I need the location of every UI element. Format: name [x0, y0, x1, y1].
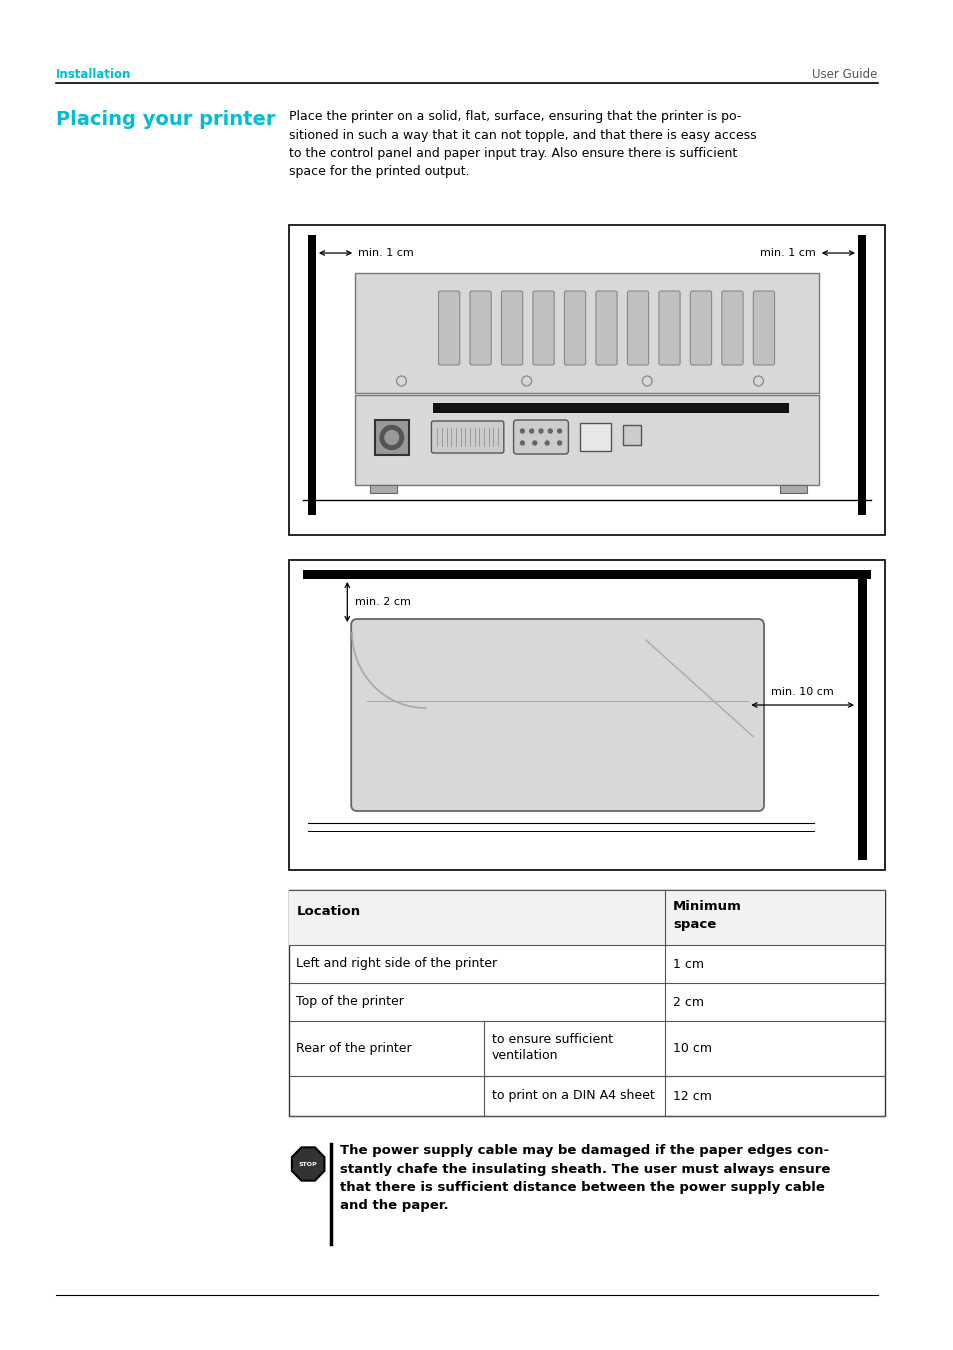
- Text: The power supply cable may be damaged if the paper edges con-
stantly chafe the : The power supply cable may be damaged if…: [340, 1143, 830, 1212]
- FancyBboxPatch shape: [690, 292, 711, 365]
- FancyBboxPatch shape: [351, 620, 763, 811]
- Bar: [857, 570, 866, 860]
- FancyBboxPatch shape: [431, 421, 503, 454]
- FancyBboxPatch shape: [513, 420, 568, 454]
- Text: 12 cm: 12 cm: [673, 1089, 711, 1103]
- Text: Place the printer on a solid, flat, surface, ensuring that the printer is po-
si: Place the printer on a solid, flat, surf…: [289, 109, 756, 178]
- Bar: [289, 890, 884, 1116]
- Bar: [355, 396, 818, 485]
- Text: Minimum: Minimum: [673, 900, 741, 913]
- Text: 10 cm: 10 cm: [673, 1042, 711, 1054]
- Circle shape: [520, 429, 524, 433]
- Text: space: space: [673, 918, 716, 932]
- Text: to print on a DIN A4 sheet: to print on a DIN A4 sheet: [492, 1089, 654, 1103]
- Bar: [289, 225, 884, 535]
- Circle shape: [529, 429, 533, 433]
- Text: Left and right side of the printer: Left and right side of the printer: [296, 957, 497, 971]
- Text: min. 10 cm: min. 10 cm: [770, 687, 833, 697]
- Bar: [289, 890, 884, 945]
- Text: User Guide: User Guide: [811, 68, 877, 81]
- Bar: [370, 485, 396, 493]
- Bar: [579, 423, 611, 451]
- Text: Location: Location: [296, 904, 360, 918]
- Text: to ensure sufficient: to ensure sufficient: [492, 1033, 613, 1046]
- Bar: [857, 235, 865, 514]
- Bar: [622, 425, 640, 446]
- Text: 1 cm: 1 cm: [673, 957, 703, 971]
- Bar: [355, 273, 818, 393]
- Text: min. 1 cm: min. 1 cm: [357, 248, 414, 258]
- FancyBboxPatch shape: [753, 292, 774, 365]
- Bar: [289, 560, 884, 869]
- FancyBboxPatch shape: [627, 292, 648, 365]
- Bar: [433, 404, 789, 413]
- Text: STOP: STOP: [298, 1161, 317, 1166]
- Text: Top of the printer: Top of the printer: [296, 995, 404, 1008]
- FancyBboxPatch shape: [470, 292, 491, 365]
- Bar: [308, 235, 315, 514]
- Bar: [779, 485, 806, 493]
- Text: min. 1 cm: min. 1 cm: [760, 248, 815, 258]
- Text: 2 cm: 2 cm: [673, 995, 703, 1008]
- Bar: [303, 570, 870, 579]
- Text: min. 2 cm: min. 2 cm: [355, 597, 411, 608]
- Bar: [375, 420, 409, 455]
- Circle shape: [533, 441, 537, 446]
- Circle shape: [520, 441, 524, 446]
- Polygon shape: [292, 1148, 324, 1181]
- Circle shape: [379, 425, 403, 450]
- Circle shape: [385, 431, 398, 444]
- Circle shape: [538, 429, 542, 433]
- Text: Installation: Installation: [55, 68, 131, 81]
- FancyBboxPatch shape: [596, 292, 617, 365]
- Circle shape: [558, 429, 561, 433]
- Circle shape: [545, 441, 549, 446]
- FancyBboxPatch shape: [438, 292, 459, 365]
- Text: Rear of the printer: Rear of the printer: [296, 1042, 412, 1054]
- FancyBboxPatch shape: [564, 292, 585, 365]
- FancyBboxPatch shape: [659, 292, 679, 365]
- FancyBboxPatch shape: [501, 292, 522, 365]
- Text: ventilation: ventilation: [492, 1049, 558, 1062]
- Circle shape: [558, 441, 561, 446]
- FancyBboxPatch shape: [533, 292, 554, 365]
- Circle shape: [548, 429, 552, 433]
- FancyBboxPatch shape: [721, 292, 742, 365]
- Text: Placing your printer: Placing your printer: [55, 109, 275, 130]
